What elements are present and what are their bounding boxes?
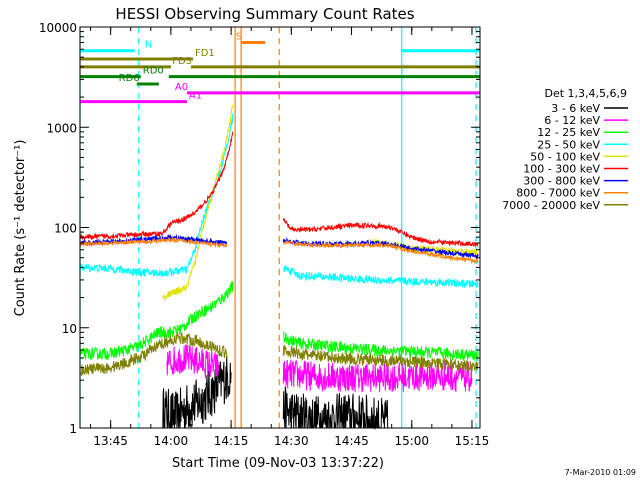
legend-label-800-7000-kev: 800 - 7000 keV <box>516 187 600 200</box>
series-layer <box>79 104 479 430</box>
legend-label-50-100-kev: 50 - 100 keV <box>530 150 600 163</box>
series-7000-20000-kev-line-1 <box>79 332 228 376</box>
y-tick-label: 10000 <box>39 21 77 35</box>
x-axis-label: Start Time (09-Nov-03 13:37:22) <box>172 456 384 471</box>
axis-ticks: 13:45 14:00 14:15 14:30 14:45 15:00 15:15 1 10 10… <box>39 21 489 448</box>
y-tick-label: 1 <box>69 422 77 436</box>
y-tick-label: 1000 <box>46 121 77 135</box>
series-800-7000-kev-line-2 <box>282 240 479 265</box>
legend-label-12-25-kev: 12 - 25 keV <box>537 126 600 139</box>
flag-n-label: N <box>145 40 152 51</box>
flag-rd6-label: RD6 <box>119 73 140 84</box>
series-25-50-kev-line-2 <box>283 265 479 289</box>
y-tick-label: 100 <box>54 222 77 236</box>
legend-title: Det 1,3,4,5,6,9 <box>544 87 627 100</box>
series-6-12-kev-line-2 <box>282 359 473 393</box>
series-3-6-kev-line-1 <box>162 355 232 429</box>
legend-label-6-12-kev: 6 - 12 keV <box>544 114 600 127</box>
series-3-6-kev-line-2 <box>282 386 389 430</box>
x-tick-label: 14:00 <box>154 434 189 448</box>
chart-title: HESSI Observing Summary Count Rates <box>115 5 414 23</box>
y-axis-label: Count Rate (s⁻¹ detector⁻¹) <box>13 140 28 317</box>
flag-a0-label: A0 <box>175 82 188 93</box>
flag-a1-label: A1 <box>189 91 202 102</box>
series-800-7000-kev-line-1 <box>79 236 228 249</box>
series-100-300-kev-line-2 <box>282 217 479 248</box>
y-tick-label: 10 <box>62 322 77 336</box>
x-tick-label: 15:00 <box>394 434 429 448</box>
x-tick-label: 15:15 <box>455 434 490 448</box>
x-tick-label: 14:15 <box>214 434 249 448</box>
legend-label-300-800-kev: 300 - 800 keV <box>523 175 600 188</box>
legend-label-25-50-kev: 25 - 50 keV <box>537 138 600 151</box>
series-50-100-kev-line-1 <box>162 104 234 302</box>
legend-label-100-300-kev: 100 - 300 keV <box>523 163 600 176</box>
series-100-300-kev-line-1 <box>79 131 234 242</box>
series-25-50-kev-line-1 <box>79 112 234 278</box>
footer-date: 7-Mar-2010 01:09 <box>565 468 636 477</box>
x-tick-label: 14:45 <box>334 434 369 448</box>
series-6-12-kev-line-1 <box>166 344 220 379</box>
flag-fd3-label: FD3 <box>172 56 192 67</box>
series-12-25-kev-line-1 <box>79 280 234 361</box>
series-12-25-kev-line-2 <box>282 330 479 362</box>
flag-s-label: S <box>236 32 242 43</box>
legend-label-7000-20000-kev: 7000 - 20000 keV <box>502 199 600 212</box>
series-7000-20000-kev-line-2 <box>282 344 479 374</box>
x-tick-label: 13:45 <box>93 434 128 448</box>
flag-fd1-label: FD1 <box>195 48 215 59</box>
flag-rd0-label: RD0 <box>143 66 164 77</box>
legend-label-3-6-kev: 3 - 6 keV <box>551 102 600 115</box>
x-tick-label: 14:30 <box>274 434 309 448</box>
